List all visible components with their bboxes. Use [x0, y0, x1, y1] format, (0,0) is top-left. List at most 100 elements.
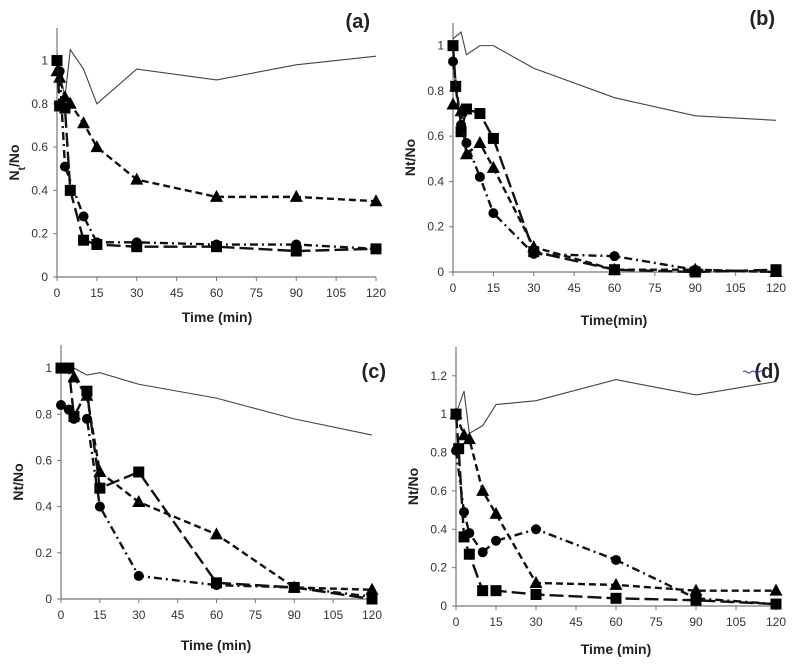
data-point-circle — [690, 264, 701, 275]
data-point-square — [487, 132, 499, 144]
data-point-triangle — [446, 97, 460, 110]
x-tick-label: 75 — [649, 615, 663, 629]
data-point-square — [450, 408, 462, 420]
y-axis-label-subscript: t — [17, 166, 28, 170]
x-tick-label: 30 — [130, 286, 144, 300]
data-point-square — [51, 54, 63, 66]
data-point-square — [458, 531, 470, 543]
series-line-none — [61, 367, 373, 436]
data-point-triangle — [67, 370, 81, 383]
x-tick-label: 60 — [210, 608, 224, 622]
x-tick-label: 45 — [569, 615, 583, 629]
data-point-triangle — [369, 194, 383, 207]
data-point-square — [690, 594, 702, 606]
data-point-triangle — [289, 189, 303, 202]
data-point-triangle — [80, 388, 94, 401]
y-axis-label-main: Nt/No — [10, 463, 26, 500]
y-tick-label: 1 — [437, 39, 444, 53]
data-point-square — [490, 585, 502, 597]
y-axis-label: Nt/No — [10, 463, 26, 500]
y-tick-label: 0.6 — [31, 140, 48, 154]
y-axis-label-main: Nt/No — [402, 139, 418, 176]
series-line-circle — [451, 61, 777, 274]
data-point-circle — [456, 119, 467, 130]
panel-label: (c) — [362, 361, 386, 383]
data-point-circle — [459, 506, 469, 517]
x-tick-label: 30 — [529, 615, 543, 629]
y-axis-label: Nt/No — [402, 139, 418, 176]
data-point-triangle — [489, 506, 503, 519]
x-tick-label: 15 — [489, 615, 503, 629]
series-line-none — [452, 31, 777, 121]
data-point-triangle — [769, 583, 783, 596]
data-point-triangle — [132, 495, 146, 508]
data-point-triangle — [486, 160, 500, 173]
series-line-square — [451, 45, 777, 274]
x-tick-label: 105 — [326, 286, 346, 300]
series-line-square — [55, 60, 377, 253]
spellcheck-squiggle — [742, 370, 764, 374]
data-point-triangle — [473, 135, 487, 148]
series-line-square — [454, 414, 777, 606]
data-point-triangle — [210, 189, 223, 202]
panel-label: (d) — [754, 361, 780, 383]
x-tick-label: 105 — [726, 615, 746, 629]
data-point-square — [370, 243, 382, 255]
y-tick-label: 0 — [437, 265, 444, 279]
data-point-circle — [94, 501, 105, 512]
y-axis-label: Nt/No — [405, 468, 421, 505]
data-point-square — [91, 239, 103, 251]
data-point-triangle — [527, 240, 541, 253]
x-tick-label: 0 — [453, 615, 460, 629]
y-tick-label: 0.2 — [427, 220, 444, 234]
data-point-square — [94, 482, 106, 494]
data-point-square — [530, 588, 542, 600]
x-tick-label: 0 — [58, 608, 65, 622]
data-point-triangle — [608, 262, 621, 275]
x-axis-label: Time(min) — [581, 312, 648, 328]
data-point-circle — [491, 535, 501, 546]
y-tick-label: 0.8 — [35, 407, 52, 421]
x-tick-label: 15 — [487, 281, 501, 295]
x-tick-label: 90 — [288, 608, 302, 622]
data-point-circle — [78, 211, 89, 222]
y-tick-label: 0 — [45, 592, 52, 606]
data-point-circle — [611, 554, 621, 565]
y-tick-label: 0 — [440, 599, 447, 613]
data-point-square — [78, 234, 90, 246]
data-point-circle — [56, 400, 66, 411]
data-point-triangle — [90, 140, 104, 153]
data-point-square — [290, 245, 302, 257]
data-point-square — [463, 548, 475, 560]
x-tick-label: 75 — [648, 281, 662, 295]
y-tick-label: 0.4 — [31, 183, 48, 197]
data-point-circle — [477, 547, 488, 558]
x-tick-label: 45 — [567, 281, 581, 295]
data-point-square — [131, 241, 143, 253]
data-point-square — [64, 184, 76, 196]
series-line-triangle — [452, 103, 777, 274]
data-point-triangle — [689, 583, 703, 596]
y-tick-label: 0.2 — [430, 561, 447, 575]
data-point-triangle — [476, 483, 490, 496]
x-tick-label: 60 — [608, 281, 622, 295]
data-point-square — [477, 585, 489, 597]
series-line-circle — [60, 404, 373, 598]
x-tick-label: 90 — [689, 615, 703, 629]
series-line-circle — [55, 60, 377, 251]
y-axis-label: Nt/No — [6, 144, 28, 180]
data-point-triangle — [53, 70, 67, 83]
data-point-triangle — [459, 147, 473, 160]
y-tick-label: 0.2 — [31, 227, 48, 241]
y-tick-label: 0.8 — [427, 84, 444, 98]
data-point-triangle — [454, 104, 468, 117]
series-line-none — [455, 379, 777, 435]
panel-label: (a) — [346, 11, 370, 33]
x-tick-label: 45 — [170, 286, 184, 300]
data-point-triangle — [529, 575, 543, 588]
series-line-triangle — [72, 376, 373, 591]
data-point-square — [447, 40, 459, 52]
series-line-triangle — [55, 70, 377, 203]
y-tick-label: 0.8 — [31, 97, 48, 111]
